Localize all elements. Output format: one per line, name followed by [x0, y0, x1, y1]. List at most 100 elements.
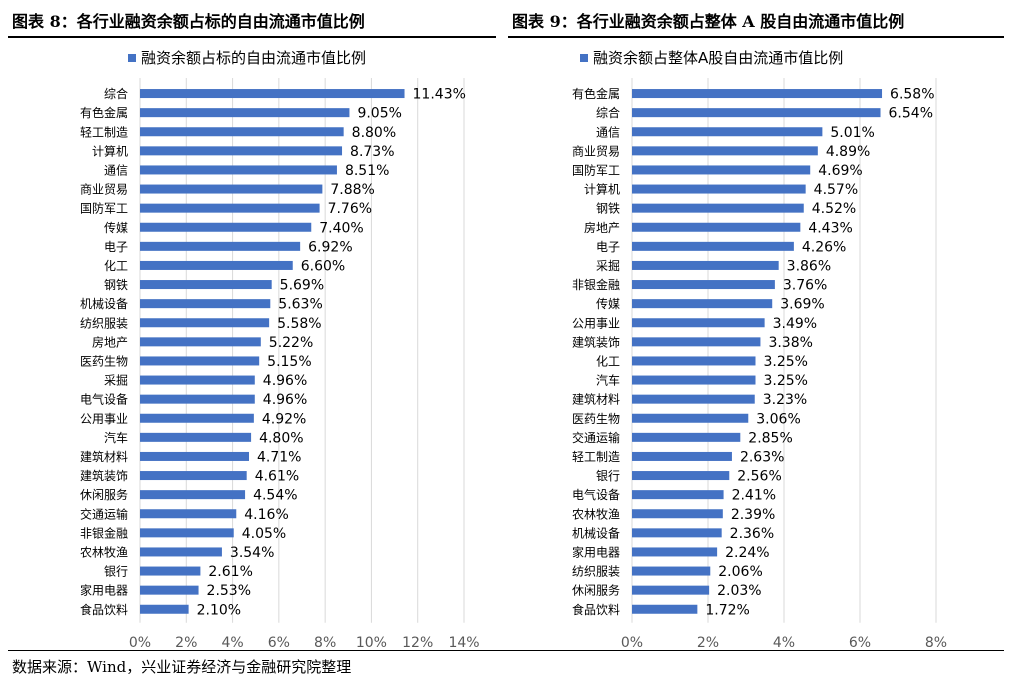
data-label: 5.15%: [267, 354, 311, 370]
category-label: 计算机: [92, 143, 128, 158]
category-label: 机械设备: [80, 296, 128, 311]
category-label: 综合: [596, 105, 620, 120]
data-label: 4.26%: [802, 239, 846, 255]
data-label: 2.03%: [717, 583, 761, 599]
bar: [632, 203, 804, 213]
x-tick-label: 2%: [697, 635, 719, 648]
bar: [140, 146, 343, 156]
category-label: 休闲服务: [572, 583, 620, 598]
category-label: 电子: [104, 240, 128, 254]
right-figure-title: 图表 9：各行业融资余额占整体 A 股自由流通市值比例: [512, 12, 905, 31]
bar: [632, 146, 818, 156]
bar: [632, 451, 732, 461]
data-label: 3.06%: [756, 411, 800, 427]
category-label: 电子: [596, 240, 620, 254]
category-label: 家用电器: [572, 544, 620, 559]
data-label: 5.58%: [277, 316, 321, 332]
data-label: 5.69%: [280, 278, 324, 294]
bar: [632, 260, 779, 270]
category-label: 钢铁: [596, 202, 620, 216]
data-label: 9.05%: [357, 106, 401, 122]
data-label: 7.76%: [328, 201, 372, 217]
data-label: 4.05%: [242, 526, 286, 542]
bar: [632, 528, 722, 538]
bar: [140, 585, 199, 595]
data-label: 6.60%: [301, 258, 345, 274]
x-tick-label: 12%: [402, 635, 433, 648]
data-label: 8.73%: [350, 144, 394, 160]
bar: [140, 528, 234, 538]
bar: [632, 318, 765, 328]
bar: [140, 280, 272, 290]
data-label: 11.43%: [413, 87, 466, 103]
bar: [140, 394, 255, 404]
bar: [140, 375, 255, 385]
data-label: 8.51%: [345, 163, 389, 179]
x-tick-label: 6%: [268, 635, 290, 648]
category-label: 建筑装饰: [572, 334, 620, 349]
bar: [632, 490, 724, 500]
bar: [140, 356, 260, 366]
bar: [632, 547, 718, 557]
data-label: 4.52%: [812, 201, 856, 217]
legend-label: 融资余额占标的自由流通市值比例: [141, 49, 366, 67]
data-label: 1.72%: [705, 602, 749, 618]
data-label: 4.96%: [263, 373, 307, 389]
bar: [632, 222, 801, 232]
bar: [140, 241, 301, 251]
data-label: 2.63%: [740, 449, 784, 465]
category-label: 交通运输: [572, 430, 620, 445]
bar: [140, 299, 271, 309]
data-label: 3.54%: [230, 545, 274, 561]
category-label: 电气设备: [80, 392, 128, 407]
data-label: 2.24%: [725, 545, 769, 561]
bar: [140, 260, 293, 270]
bar: [140, 566, 201, 576]
category-label: 建筑材料: [572, 392, 620, 407]
bar: [632, 280, 775, 290]
data-label: 4.96%: [263, 392, 307, 408]
category-label: 银行: [104, 565, 128, 579]
x-tick-label: 0%: [621, 635, 643, 648]
bar: [632, 337, 761, 347]
right-title-rule: [508, 36, 1004, 38]
data-label: 3.38%: [768, 335, 812, 351]
data-label: 6.54%: [889, 106, 933, 122]
bar: [140, 89, 405, 99]
data-label: 2.61%: [208, 564, 252, 580]
data-label: 4.71%: [257, 449, 301, 465]
category-label: 银行: [596, 469, 620, 483]
bar: [632, 299, 773, 309]
category-label: 公用事业: [572, 316, 620, 330]
data-label: 4.69%: [818, 163, 862, 179]
bar: [140, 318, 270, 328]
left-title-rule: [8, 36, 496, 38]
bar: [632, 413, 749, 423]
data-label: 3.23%: [763, 392, 807, 408]
category-label: 非银金融: [80, 525, 128, 540]
category-label: 食品饮料: [80, 602, 128, 617]
category-label: 轻工制造: [572, 450, 620, 464]
bar: [140, 471, 247, 481]
bar: [632, 432, 741, 442]
category-label: 建筑装饰: [80, 468, 128, 483]
category-label: 家用电器: [80, 583, 128, 598]
category-label: 传媒: [104, 220, 128, 235]
bar: [632, 356, 756, 366]
data-label: 3.25%: [764, 354, 808, 370]
data-label: 3.76%: [783, 278, 827, 294]
category-label: 钢铁: [104, 278, 128, 292]
bar: [632, 394, 755, 404]
category-label: 纺织服装: [80, 316, 128, 330]
data-label: 7.40%: [319, 220, 363, 236]
category-label: 农林牧渔: [572, 507, 620, 521]
data-label: 4.57%: [814, 182, 858, 198]
x-tick-label: 14%: [448, 635, 479, 648]
bar: [140, 337, 261, 347]
data-label: 2.41%: [732, 488, 776, 504]
data-label: 2.56%: [737, 469, 781, 485]
x-tick-label: 0%: [129, 635, 151, 648]
